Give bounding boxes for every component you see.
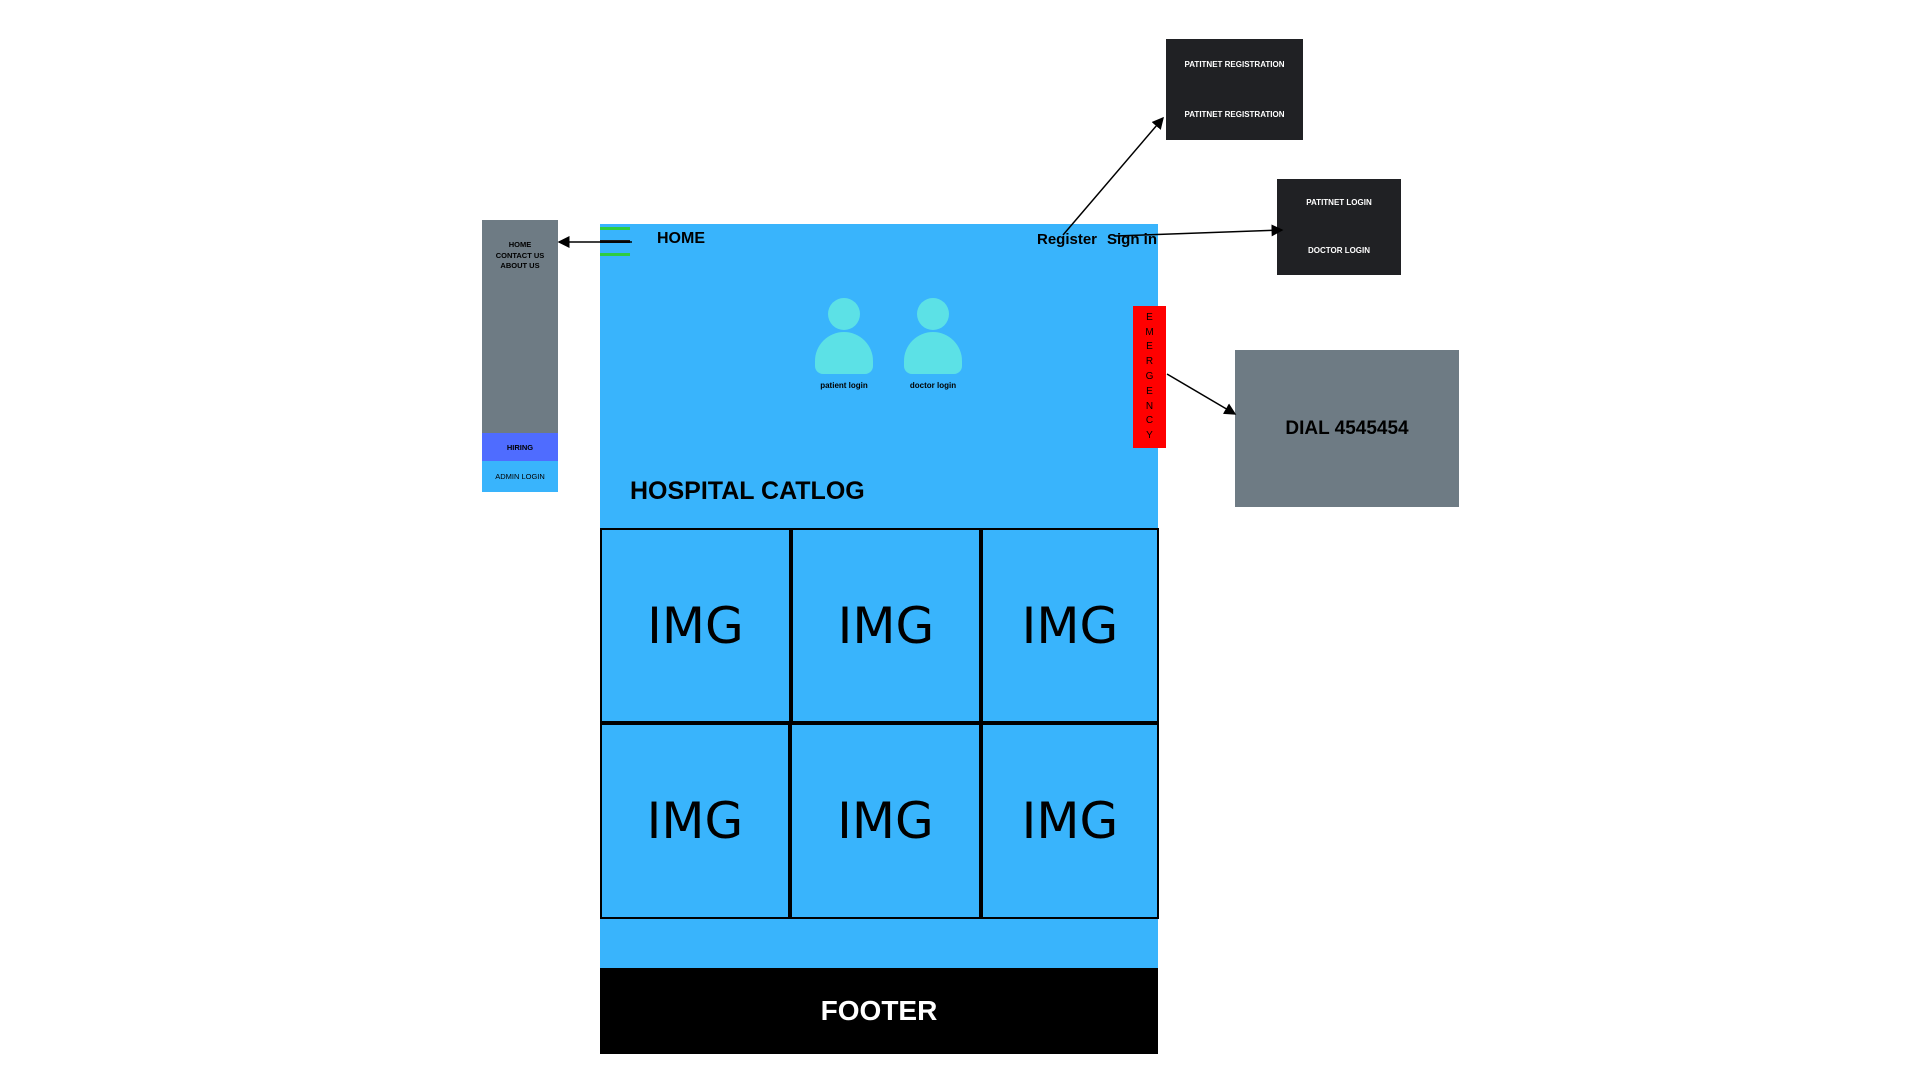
- doctor-login-option[interactable]: DOCTOR LOGIN: [1307, 246, 1371, 255]
- register-option[interactable]: PATITNET REGISTRATION: [1184, 60, 1285, 69]
- catalog-image-placeholder[interactable]: IMG: [981, 723, 1159, 919]
- catalog-image-placeholder[interactable]: IMG: [791, 528, 981, 723]
- patient-login-icon[interactable]: [815, 298, 873, 376]
- arrow-signin-to-popup: [1114, 224, 1284, 237]
- arrow-emergency-to-dial: [1166, 373, 1237, 415]
- drawer-link-home[interactable]: HOME: [508, 240, 532, 249]
- emergency-button[interactable]: E M E R G E N C Y: [1133, 306, 1166, 448]
- emergency-letter: E: [1146, 341, 1153, 353]
- drawer-hiring-button[interactable]: HIRING: [482, 433, 558, 461]
- register-popup: PATITNET REGISTRATION PATITNET REGISTRAT…: [1166, 39, 1303, 140]
- footer: FOOTER: [600, 968, 1158, 1054]
- catalog-image-placeholder[interactable]: IMG: [600, 723, 790, 919]
- signin-popup: PATITNET LOGIN DOCTOR LOGIN: [1277, 179, 1401, 275]
- catalog-image-placeholder[interactable]: IMG: [790, 723, 981, 919]
- drawer-admin-login-button[interactable]: ADMIN LOGIN: [482, 461, 558, 492]
- doctor-login-label[interactable]: doctor login: [909, 381, 957, 390]
- emergency-letter: G: [1145, 370, 1154, 382]
- emergency-dial-box: DIAL 4545454: [1235, 350, 1459, 507]
- emergency-letter: R: [1145, 356, 1154, 368]
- catalog-title: HOSPITAL CATLOG: [630, 477, 865, 505]
- arrow-register-to-popup: [1062, 116, 1164, 236]
- emergency-letter: E: [1146, 385, 1153, 397]
- emergency-letter: M: [1145, 326, 1154, 338]
- drawer-links: HOME CONTACT US ABOUT US: [482, 240, 558, 272]
- nav-register-link[interactable]: Register: [1037, 231, 1098, 248]
- emergency-letter: E: [1146, 311, 1153, 323]
- nav-home-link[interactable]: HOME: [657, 230, 705, 247]
- doctor-login-icon[interactable]: [904, 298, 962, 376]
- register-option[interactable]: PATITNET REGISTRATION: [1184, 110, 1285, 119]
- catalog-image-placeholder[interactable]: IMG: [600, 528, 791, 723]
- emergency-letter: N: [1145, 400, 1154, 412]
- emergency-letter: C: [1145, 415, 1154, 427]
- drawer-link-about[interactable]: ABOUT US: [500, 261, 540, 270]
- drawer-link-contact[interactable]: CONTACT US: [495, 250, 545, 260]
- catalog-image-placeholder[interactable]: IMG: [981, 528, 1159, 723]
- patient-login-option[interactable]: PATITNET LOGIN: [1306, 198, 1372, 207]
- patient-login-label[interactable]: patient login: [820, 381, 868, 390]
- emergency-letter: Y: [1146, 430, 1153, 442]
